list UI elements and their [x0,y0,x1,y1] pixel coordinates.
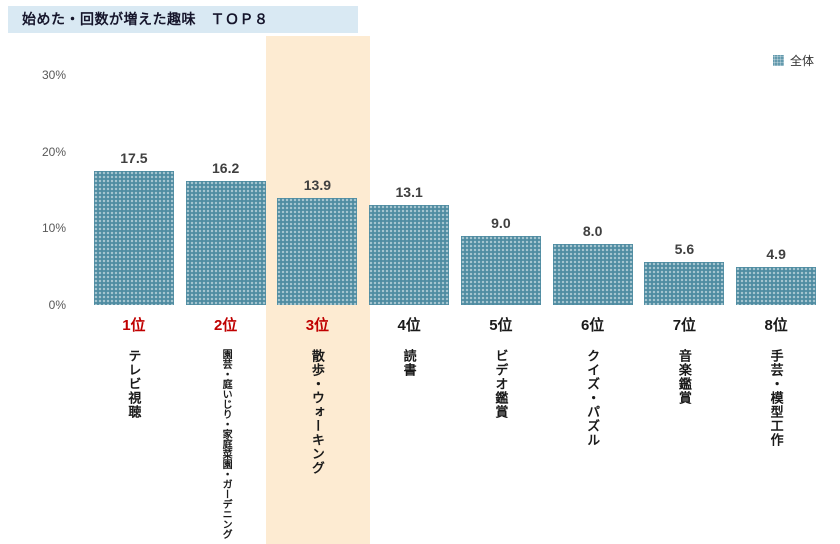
category-label: クイズ・パズル [585,349,601,447]
category-label: 読書 [401,349,417,377]
bar [369,205,450,305]
bar [460,236,541,305]
bar-value-label: 8.0 [582,223,603,239]
category-label: 音楽鑑賞 [676,349,692,405]
y-axis-tick: 10% [41,221,66,236]
bar-zone: 13.9 [272,75,364,305]
bar-value-label: 13.1 [395,184,423,200]
bar-zone: 5.6 [639,75,731,305]
bar-column: 13.1 4位読書 [363,75,455,544]
rank-label: 4位 [397,317,421,334]
y-axis-tick: 20% [41,144,66,159]
bar-column: 4.9 8位手芸・模型工作 [730,75,822,544]
bar [93,171,174,305]
bar-value-label: 4.9 [766,246,786,262]
bar-value-label: 13.9 [303,177,331,193]
rank-label: 2位 [213,317,238,334]
category-label: 散歩・ウォーキング [309,349,325,475]
bar-column: 17.5 1位テレビ視聴 [88,75,180,544]
plot-area: 30% 20% 10% 0% 17.5 1位テレビ視聴 16.2 2位園芸・庭いじり・家庭菜… [42,68,822,544]
y-axis: 30% 20% 10% 0% [0,68,78,312]
legend-swatch-icon [772,55,784,66]
chart-title: 始めた・回数が増えた趣味 ＴＯＰ８ [8,6,358,33]
bar-column: 8.0 6位クイズ・パズル [547,75,639,544]
bar-zone: 8.0 [547,75,639,305]
category-label: ビデオ鑑賞 [493,349,509,419]
bar [277,198,358,305]
rank-label: 1位 [122,317,146,334]
bar-column: 9.0 5位ビデオ鑑賞 [455,75,547,544]
rank-label: 6位 [580,317,605,334]
bar-value-label: 5.6 [674,241,695,257]
bar-columns: 17.5 1位テレビ視聴 16.2 2位園芸・庭いじり・家庭菜園・ガーデニング 13.9… [88,75,822,544]
y-axis-tick: 30% [41,68,66,82]
bar-value-label: 16.2 [212,160,240,176]
bar [185,181,266,305]
bar-zone: 9.0 [455,75,547,305]
rank-label: 5位 [489,317,513,334]
y-axis-tick: 0% [48,298,66,312]
bar [736,267,817,305]
rank-label: 8位 [764,317,788,334]
bar-zone: 17.5 [88,75,180,305]
legend-label: 全体 [789,54,814,68]
bar [552,244,633,305]
bar-column: 16.2 2位園芸・庭いじり・家庭菜園・ガーデニング [180,75,272,544]
bar-zone: 16.2 [180,75,272,305]
bar-column: 13.9 3位散歩・ウォーキング [272,75,364,544]
rank-label: 7位 [672,317,697,334]
legend: 全体 [772,52,814,69]
category-label: 園芸・庭いじり・家庭菜園・ガーデニング [220,349,232,539]
bar-value-label: 9.0 [491,215,511,231]
bar-zone: 13.1 [363,75,455,305]
category-label: テレビ視聴 [126,349,142,419]
bar-column: 5.6 7位音楽鑑賞 [639,75,731,544]
bar [644,262,725,305]
category-label: 手芸・模型工作 [768,349,784,447]
bar-value-label: 17.5 [120,150,148,166]
bar-zone: 4.9 [730,75,822,305]
rank-label: 3位 [305,317,330,334]
